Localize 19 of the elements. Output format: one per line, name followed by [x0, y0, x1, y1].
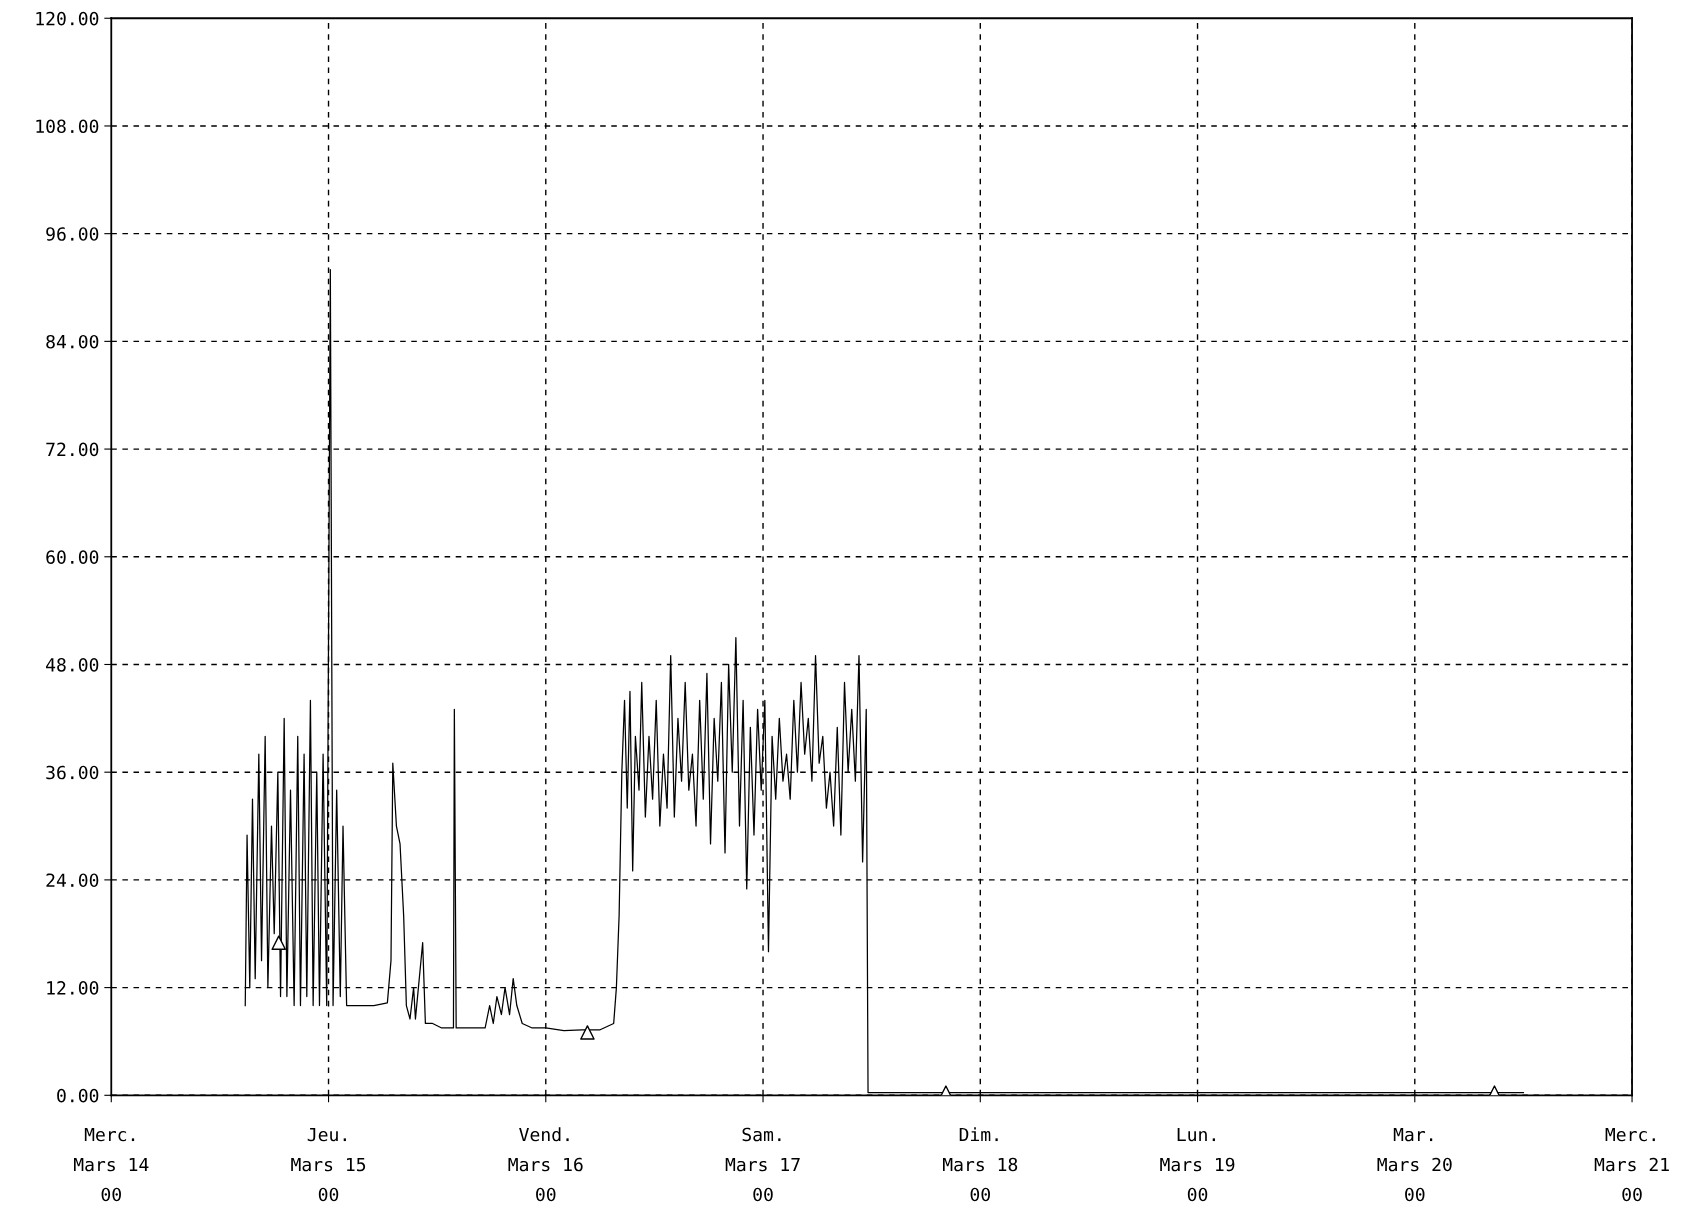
- y-tick-label: 108.00: [36, 119, 99, 134]
- x-tick-label: Merc. Mars 21 00: [1594, 1127, 1669, 1202]
- y-tick-label: 120.00: [36, 11, 99, 26]
- x-tick-label: Vend. Mars 16 00: [508, 1127, 583, 1202]
- x-tick-label: Dim. Mars 18 00: [943, 1127, 1018, 1202]
- y-tick-label: 60.00: [46, 550, 99, 564]
- y-tick-label: 84.00: [46, 334, 99, 349]
- y-tick-label: 36.00: [46, 765, 99, 780]
- y-tick-label: 12.00: [47, 981, 99, 995]
- y-tick-label: 24.00: [46, 873, 99, 888]
- x-tick-label: Sam. Mars 17 00: [725, 1127, 800, 1202]
- x-tick-label: Jeu. Mars 15 00: [291, 1127, 366, 1202]
- x-tick-label: Lun. Mars 19 00: [1160, 1127, 1235, 1202]
- x-tick-label: Mar. Mars 20 00: [1377, 1127, 1452, 1202]
- y-tick-label: 72.00: [46, 442, 99, 457]
- y-tick-label: 48.00: [46, 657, 99, 672]
- x-tick-label: Merc. Mars 14 00: [73, 1127, 149, 1202]
- y-tick-label: 96.00: [46, 227, 99, 241]
- y-tick-label: 0.00: [57, 1088, 99, 1103]
